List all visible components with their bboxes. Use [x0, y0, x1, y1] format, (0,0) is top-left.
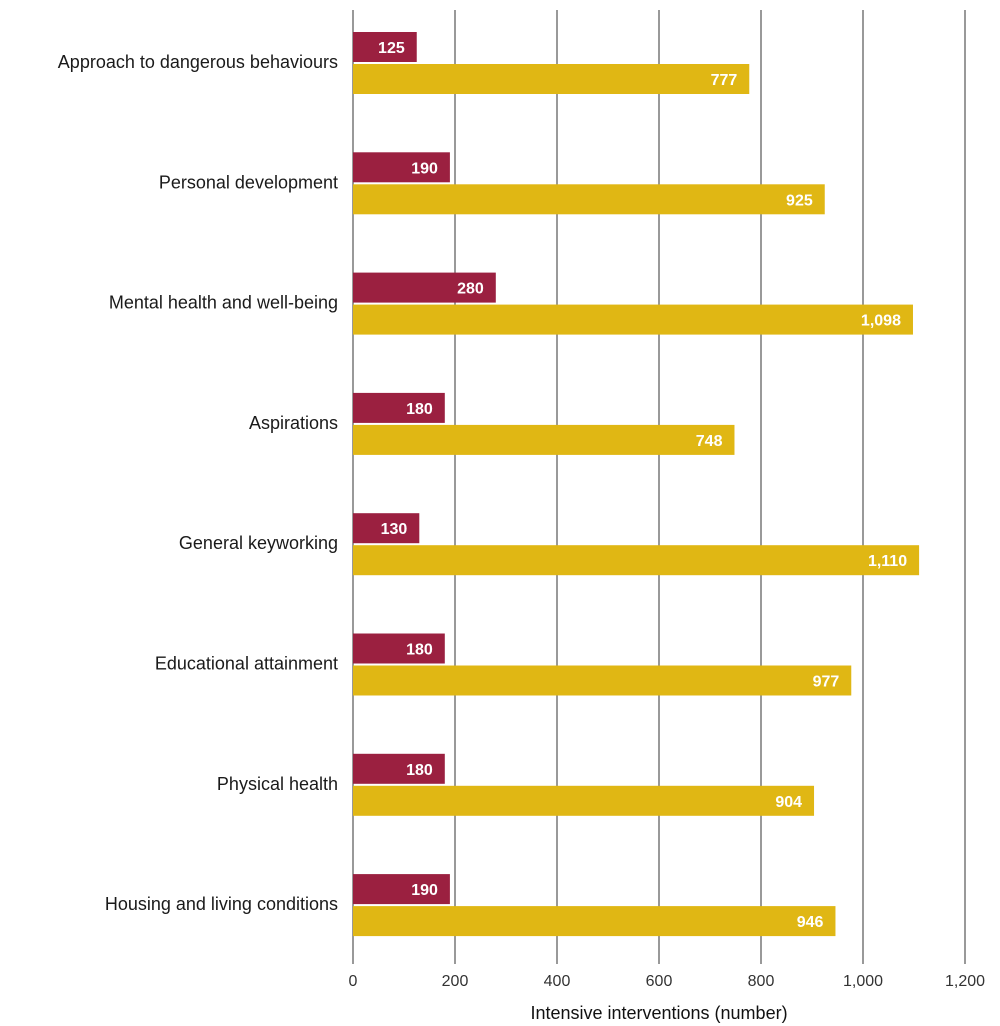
bar-value-label: 977 [813, 674, 840, 691]
category-label: Educational attainment [155, 654, 338, 674]
bar-value-label: 280 [457, 281, 484, 298]
bar-series-1 [353, 874, 450, 905]
bar-value-label: 180 [406, 401, 433, 418]
category-label: Personal development [159, 172, 338, 192]
bar-value-label: 925 [786, 192, 813, 209]
gridlines [352, 10, 966, 964]
bar-value-label: 190 [411, 160, 438, 177]
bar-value-label: 130 [381, 521, 408, 538]
x-tick-label: 200 [442, 973, 469, 990]
bar-series-1 [353, 32, 417, 62]
bar-series-2 [353, 785, 815, 816]
bar-series-1 [353, 152, 450, 183]
x-tick-label: 600 [646, 973, 673, 990]
bar-series-2 [353, 184, 825, 215]
category-label: Physical health [217, 774, 338, 794]
category-label: Housing and living conditions [105, 894, 338, 914]
bar-series-1 [353, 633, 445, 664]
bar-value-label: 180 [406, 762, 433, 779]
bars: 125 777 190 925 280 1,098 180 748 130 1,110 180 977… [353, 32, 920, 937]
category-label: General keyworking [179, 533, 338, 553]
category-label: Mental health and well-being [109, 293, 338, 313]
bar-value-label: 904 [775, 794, 802, 811]
bar-series-1 [353, 513, 420, 544]
bar-series-2 [353, 545, 920, 576]
bar-series-2 [353, 906, 836, 937]
x-tick-label: 400 [544, 973, 571, 990]
x-tick-labels: 0 200 400 600 800 1,000 1,200 [349, 973, 986, 990]
category-label: Aspirations [249, 413, 338, 433]
category-label: Approach to dangerous behaviours [58, 52, 338, 72]
x-tick-label: 800 [748, 973, 775, 990]
bar-series-2 [353, 665, 852, 696]
bar-value-label: 748 [696, 433, 723, 450]
category-labels: Approach to dangerous behaviours Personal… [58, 52, 338, 914]
bar-series-2 [353, 304, 913, 335]
bar-series-1 [353, 392, 445, 423]
x-tick-label: 1,200 [945, 973, 985, 990]
bar-value-label: 125 [378, 40, 405, 57]
bar-series-2 [353, 424, 735, 455]
x-tick-label: 1,000 [843, 973, 883, 990]
bar-value-label: 1,098 [861, 313, 901, 330]
bar-series-1 [353, 272, 496, 303]
bar-value-label: 946 [797, 914, 824, 931]
x-axis-title: Intensive interventions (number) [530, 1003, 787, 1023]
bar-value-label: 180 [406, 642, 433, 659]
bar-series-1 [353, 753, 445, 784]
bar-value-label: 190 [411, 882, 438, 899]
x-tick-label: 0 [349, 973, 358, 990]
bar-series-2 [353, 64, 750, 94]
bar-value-label: 777 [711, 72, 738, 89]
bar-value-label: 1,110 [868, 553, 907, 570]
